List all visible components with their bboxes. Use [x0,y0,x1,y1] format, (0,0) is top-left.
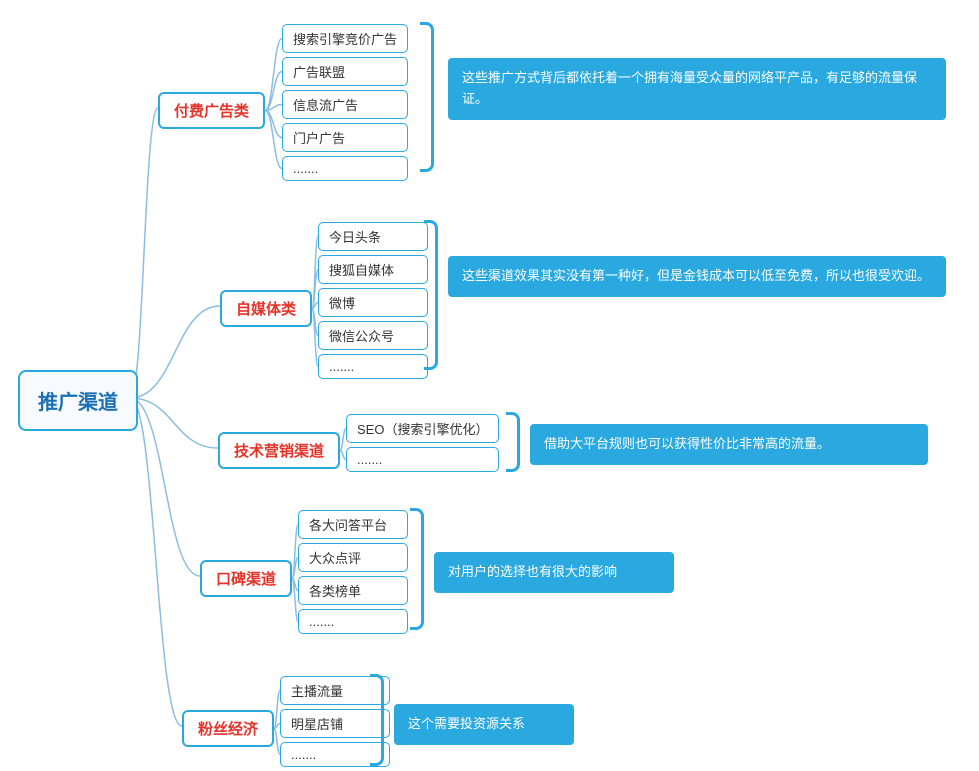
branch-tech: 技术营销渠道 [218,432,340,469]
leaf-item: 微信公众号 [318,321,428,350]
note-reputation: 对用户的选择也有很大的影响 [434,552,674,593]
branch-label: 自媒体类 [236,301,296,318]
bracket [370,674,384,766]
leaf-item: ....... [282,156,408,181]
leaf-item: ....... [298,609,408,634]
leaf-item: 信息流广告 [282,90,408,119]
note-tech: 借助大平台规则也可以获得性价比非常高的流量。 [530,424,928,465]
leaf-item: 广告联盟 [282,57,408,86]
leaf-list-reputation: 各大问答平台大众点评各类榜单....... [298,510,408,638]
leaf-item: 今日头条 [318,222,428,251]
leaf-item: 搜索引擎竞价广告 [282,24,408,53]
bracket [410,508,424,630]
leaf-item: ....... [318,354,428,379]
root-node: 推广渠道 [18,370,138,431]
leaf-item: 各大问答平台 [298,510,408,539]
leaf-item: 大众点评 [298,543,408,572]
note-paid: 这些推广方式背后都依托着一个拥有海量受众量的网络平产品，有足够的流量保证。 [448,58,946,120]
root-label: 推广渠道 [38,392,118,414]
bracket [420,22,434,172]
branch-paid: 付费广告类 [158,92,265,129]
bracket [424,220,438,370]
leaf-item: 搜狐自媒体 [318,255,428,284]
branch-label: 付费广告类 [174,103,249,120]
branch-selfmedia: 自媒体类 [220,290,312,327]
leaf-item: ....... [346,447,499,472]
bracket [506,412,520,472]
leaf-list-tech: SEO（搜索引擎优化）....... [346,414,499,476]
branch-label: 技术营销渠道 [234,443,324,460]
leaf-item: 门户广告 [282,123,408,152]
note-selfmedia: 这些渠道效果其实没有第一种好，但是金钱成本可以低至免费，所以也很受欢迎。 [448,256,946,297]
leaf-item: 各类榜单 [298,576,408,605]
note-fans: 这个需要投资源关系 [394,704,574,745]
leaf-list-paid: 搜索引擎竞价广告广告联盟信息流广告门户广告....... [282,24,408,185]
leaf-item: SEO（搜索引擎优化） [346,414,499,443]
leaf-item: 微博 [318,288,428,317]
branch-fans: 粉丝经济 [182,710,274,747]
branch-reputation: 口碑渠道 [200,560,292,597]
branch-label: 口碑渠道 [216,571,276,588]
leaf-list-selfmedia: 今日头条搜狐自媒体微博微信公众号....... [318,222,428,383]
branch-label: 粉丝经济 [198,721,258,738]
